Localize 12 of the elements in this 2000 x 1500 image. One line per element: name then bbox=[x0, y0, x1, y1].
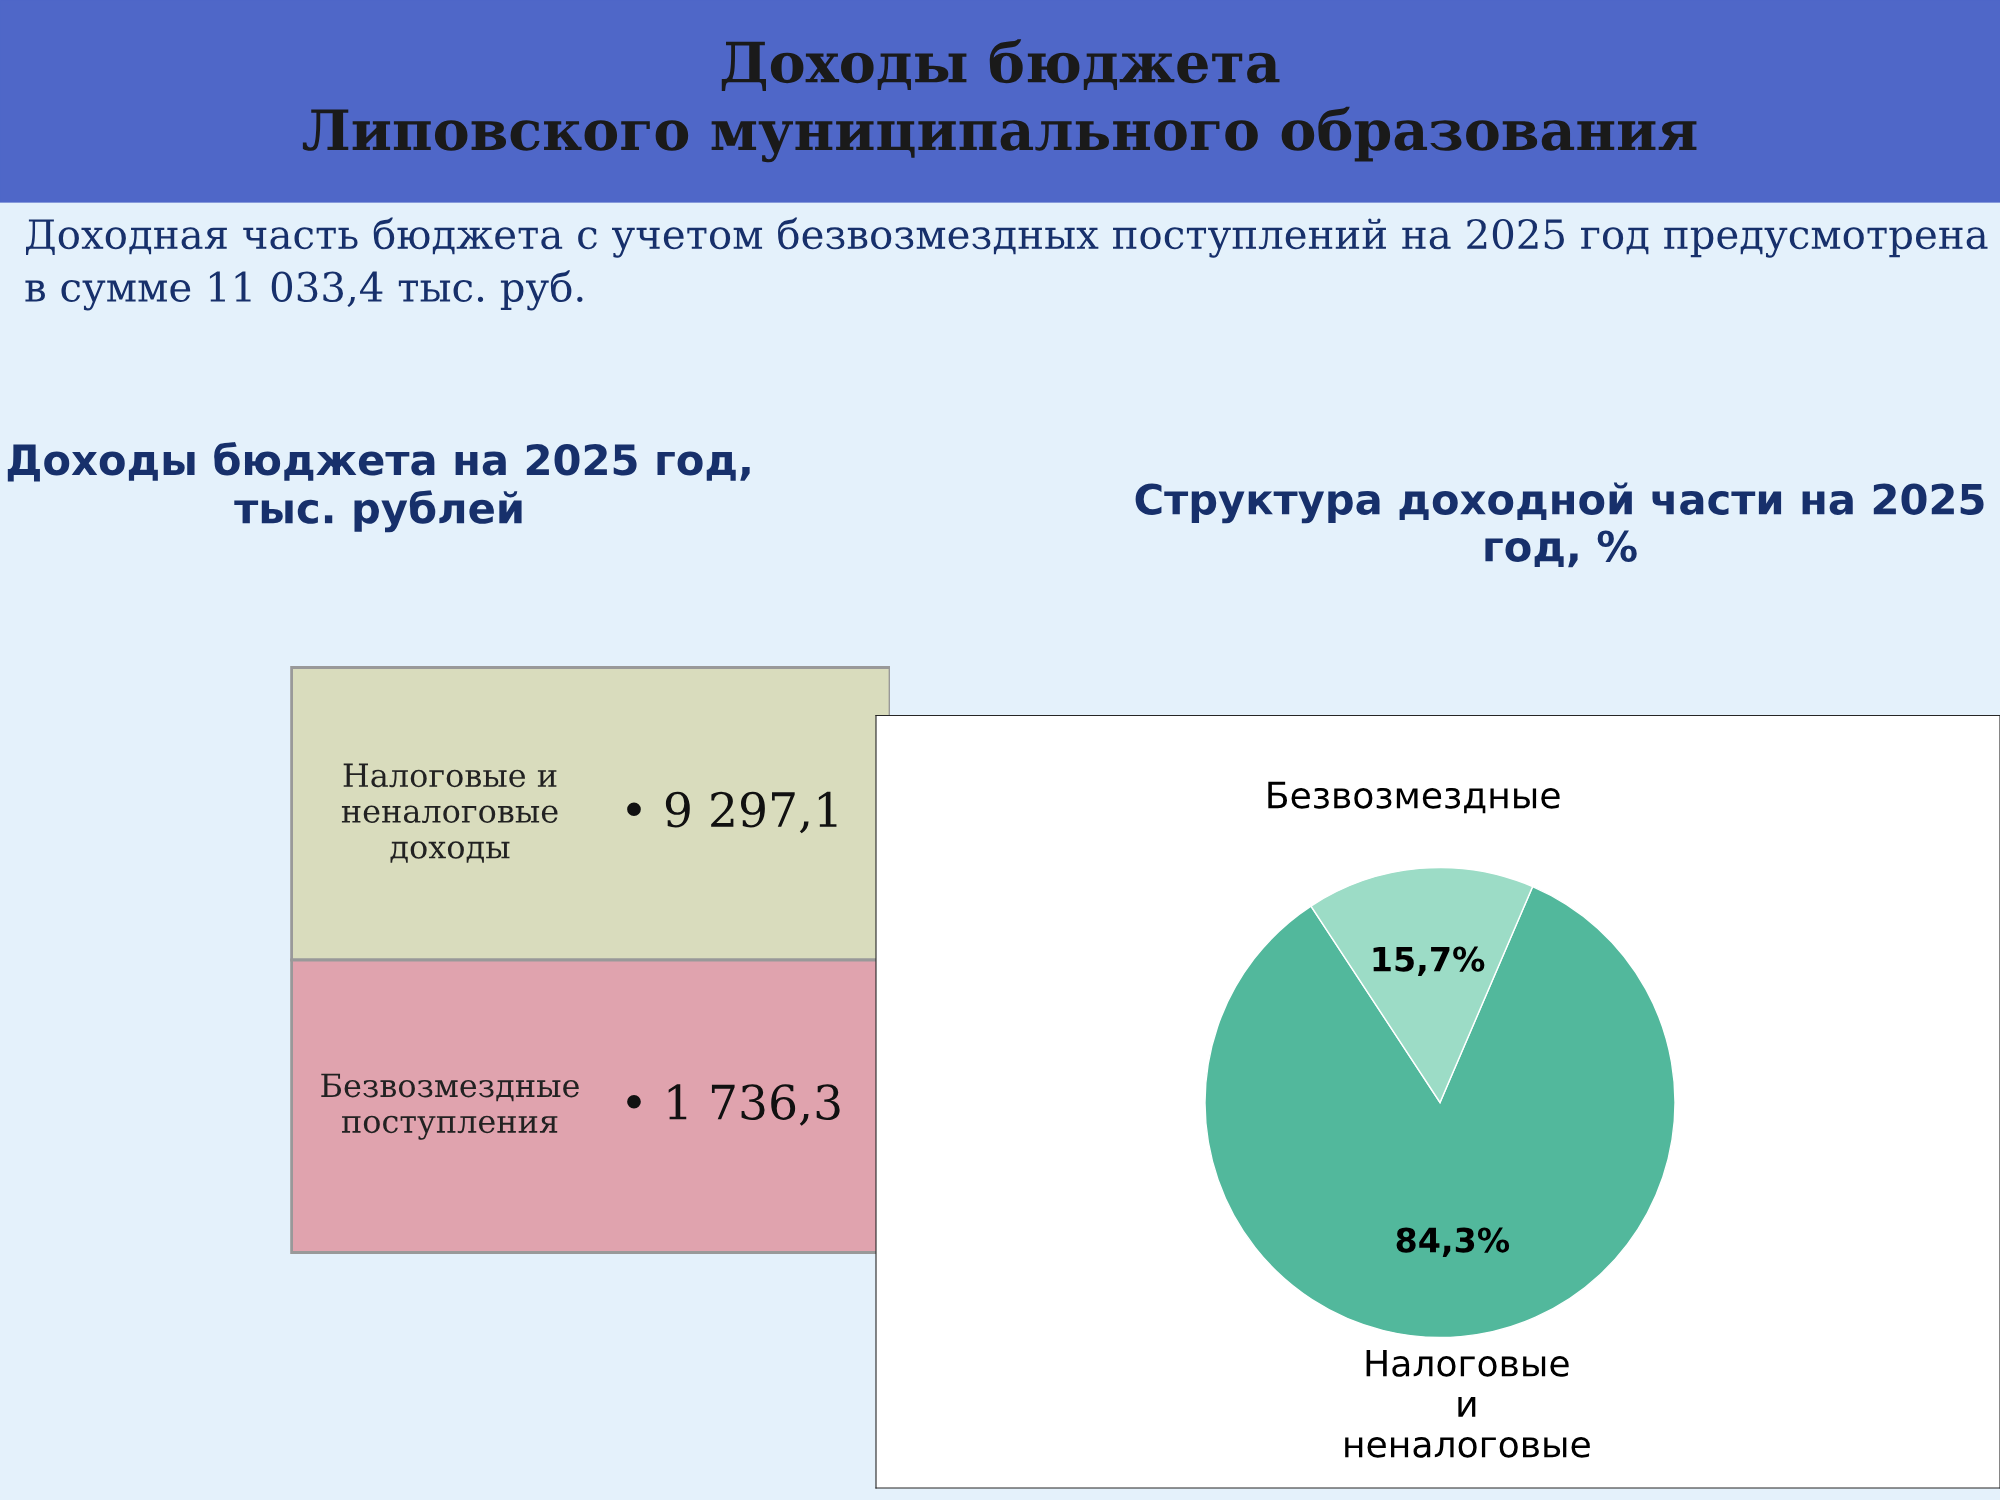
text: Доходы бюджета на 2025 год, тыс. рублей bbox=[7, 441, 750, 533]
chart-title: Структура доходной части на 2025 год, % bbox=[1135, 482, 1984, 568]
data-label: 84,3% bbox=[1396, 1227, 1510, 1257]
data-label: 15,7% bbox=[1373, 946, 1485, 976]
text: Доходы бюджета Липовского муниципального образования bbox=[302, 39, 1697, 163]
text: Доходная часть бюджета с учетом безвозмездных поступлений на 2025 год предусмотрена в сумме 11 033,4 тыс. руб. bbox=[25, 217, 1988, 311]
category-label: Налоговые и неналоговые доходы bbox=[341, 763, 558, 863]
slice-label: Безвозмездные bbox=[1268, 781, 1560, 814]
text: • 9 297,1 bbox=[627, 791, 837, 834]
category-label: Безвозмездные поступления bbox=[321, 1073, 579, 1140]
text: • 1 736,3 bbox=[627, 1084, 840, 1126]
slice-label: Налоговые и неналоговые bbox=[1345, 1350, 1590, 1458]
